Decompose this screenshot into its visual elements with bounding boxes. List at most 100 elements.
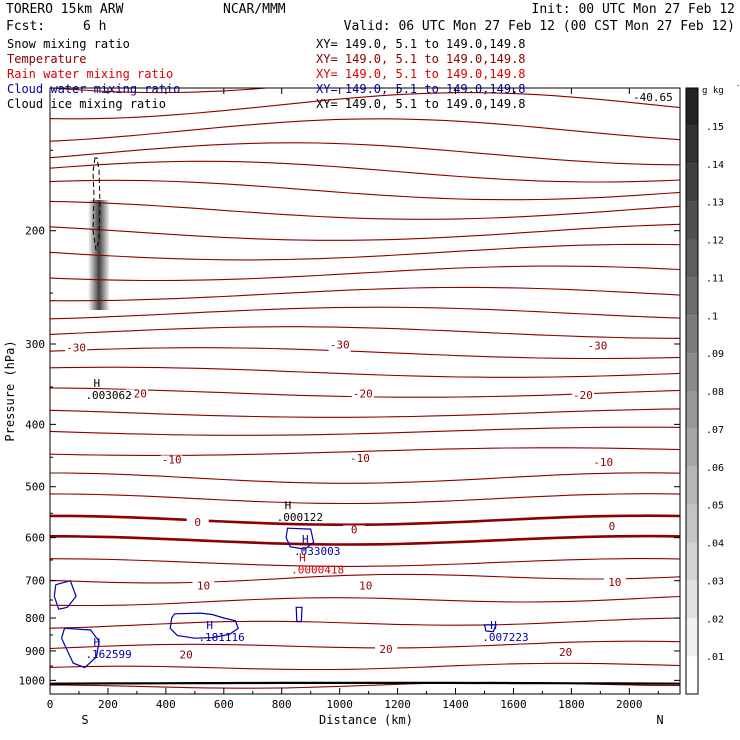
maximum-value: .181116 — [198, 631, 244, 644]
label-bg — [160, 455, 183, 467]
maximum-marker: H — [302, 533, 309, 546]
isotherm — [50, 408, 680, 418]
colorbar-tick-label: .15 — [706, 122, 724, 133]
isotherm-label: 10 — [359, 579, 372, 592]
cloud-water-contour — [169, 612, 240, 639]
y-tick-label: 500 — [25, 481, 45, 494]
maxima-labels: H.003062H.000122H.033003H.0000418H.18111… — [85, 377, 528, 661]
y-tick-label: 900 — [25, 645, 45, 658]
x-end-right: N — [656, 713, 663, 727]
isotherm — [50, 243, 680, 261]
colorbar-tick-label: .02 — [706, 614, 724, 625]
x-tick-label: 0 — [47, 698, 54, 711]
colorbar-cell — [686, 163, 698, 202]
isotherm — [50, 265, 680, 282]
isotherm — [50, 662, 680, 671]
isotherm — [50, 617, 680, 629]
label-bg — [125, 389, 148, 401]
colorbar-cell — [686, 277, 698, 316]
isotherm — [50, 573, 680, 584]
colorbar-cell — [686, 428, 698, 467]
colorbar-frame — [685, 87, 699, 695]
colorbar-tick-label: .08 — [706, 387, 724, 398]
maximum-value: .000122 — [277, 511, 323, 524]
cloud-water-contour — [53, 579, 77, 610]
isotherm-label: -20 — [573, 389, 593, 402]
y-tick-label: 300 — [25, 338, 45, 351]
x-end-left: S — [81, 713, 88, 727]
label-bg — [571, 390, 594, 402]
isotherm — [50, 595, 680, 607]
plot-frame — [49, 87, 681, 695]
isotherm-label: -30 — [588, 340, 608, 353]
label-bg — [554, 648, 577, 660]
label-bg — [375, 644, 397, 656]
y-tick-label: 800 — [25, 612, 45, 625]
colorbar: .01 .02 .03 .04 .05 .06 .07 .08 .09 .1 .11 .12 .13 .1… — [685, 82, 740, 695]
isotherm-label: 0 — [194, 516, 201, 529]
maximum-value: .162599 — [85, 648, 131, 661]
label-bg — [348, 454, 371, 466]
isotherm — [50, 347, 680, 360]
isotherm-label: 10 — [197, 579, 210, 592]
fields-legend: Snow mixing ratio XY= 149.0, 5.1 to 149.0… — [7, 37, 526, 111]
isotherm — [50, 200, 680, 220]
x-axis: 0 200 400 600 800 1000 1200 1400 1600 1800 2000 — [47, 88, 659, 711]
x-axis-title: Distance (km) — [319, 713, 413, 727]
isotherm-label: -30 — [330, 339, 350, 352]
label-bg — [351, 389, 374, 401]
colorbar-cell — [686, 466, 698, 505]
isotherm-label: 20 — [559, 646, 572, 659]
maximum-marker: H — [299, 552, 306, 565]
field-xy: XY= 149.0, 5.1 to 149.0,149.8 — [316, 52, 526, 66]
x-tick-label: 1600 — [500, 698, 527, 711]
y-tick-label: 700 — [25, 575, 45, 588]
label-bg — [192, 581, 215, 593]
maximum-value: .0000418 — [291, 564, 344, 577]
colorbar-tick-label: .1 — [706, 311, 718, 322]
x-tick-label: 800 — [272, 698, 292, 711]
field-name: Snow mixing ratio — [7, 37, 130, 51]
colorbar-tick-label: .12 — [706, 236, 724, 247]
isotherm — [50, 142, 680, 166]
x-tick-label: 600 — [214, 698, 234, 711]
isotherm — [50, 366, 680, 378]
label-bg — [603, 577, 626, 589]
colorbar-cell — [686, 315, 698, 354]
header: TORERO 15km ARW NCAR/MMM Init: 00 UTC Mo… — [6, 2, 735, 34]
maximum-value: .003062 — [85, 389, 131, 402]
isotherm-label: -20 — [353, 387, 373, 400]
colorbar-unit-exp: -1 — [736, 82, 740, 90]
label-bg — [343, 525, 366, 537]
colorbar-tick-label: .03 — [706, 576, 724, 587]
y-tick-label: 400 — [25, 418, 45, 431]
label-bg — [186, 517, 209, 529]
maximum-value: .033003 — [294, 545, 340, 558]
init-time: Init: 00 UTC Mon 27 Feb 12 — [532, 2, 736, 17]
field-name: Rain water mixing ratio — [7, 67, 173, 81]
fcst-label: Fcst: — [6, 19, 45, 34]
cloud-water-contours — [53, 527, 498, 669]
label-bg — [592, 457, 615, 469]
colorbar-cell — [686, 125, 698, 164]
colorbar-tick-label: .06 — [706, 463, 724, 474]
x-tick-label: 200 — [98, 698, 118, 711]
isotherm — [50, 223, 680, 241]
plot-area: -30 -30 -30 -20 -20 -20 -10 -10 -10 0 0 0 10 10 10 20 20… — [3, 87, 681, 727]
cloud-water-contour — [285, 527, 315, 550]
isotherm-label: -30 — [66, 341, 86, 354]
label-bg — [354, 581, 377, 593]
isotherm — [50, 306, 680, 320]
x-tick-label: 1800 — [558, 698, 585, 711]
colorbar-tick-label: .07 — [706, 425, 724, 436]
label-fragment: -40.65 — [633, 91, 673, 104]
valid-time: Valid: 06 UTC Mon 27 Feb 12 (00 CST Mon … — [344, 19, 735, 34]
fcst-value: 6 h — [83, 19, 106, 34]
center-title: NCAR/MMM — [223, 2, 286, 17]
colorbar-unit: g kg — [702, 86, 724, 96]
field-name: Cloud water mixing ratio — [7, 82, 180, 96]
isotherm — [50, 472, 680, 484]
isotherm-label: -10 — [350, 452, 370, 465]
cloud-water-contour — [483, 624, 498, 633]
